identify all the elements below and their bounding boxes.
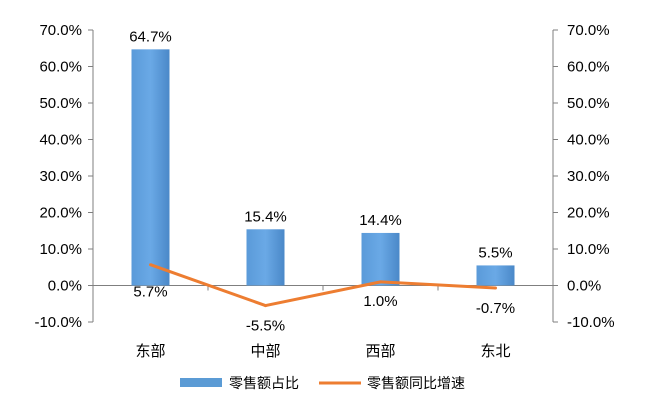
- line-point: [264, 304, 267, 308]
- line-point: [149, 263, 152, 267]
- x-tick-label: 东部: [135, 342, 165, 360]
- y2-tick-label-right: 0.0%: [567, 278, 601, 295]
- y2-tick-label-right: 70.0%: [567, 22, 610, 39]
- legend-swatch-bar: [180, 378, 222, 387]
- bar-data-label: 14.4%: [359, 212, 402, 229]
- bar-data-label: 5.5%: [478, 244, 512, 261]
- line-data-label: -0.7%: [476, 300, 515, 317]
- y-tick-label-left: 0.0%: [48, 278, 82, 295]
- bar: [361, 232, 400, 286]
- y2-tick-label-right: 20.0%: [567, 205, 610, 222]
- y2-tick-label-right: 50.0%: [567, 95, 610, 112]
- y-tick-label-left: 50.0%: [39, 95, 82, 112]
- bar-series: [131, 49, 515, 286]
- y-tick-label-left: 30.0%: [39, 168, 82, 185]
- bar-data-label: 64.7%: [129, 28, 172, 45]
- y2-tick-label-right: 60.0%: [567, 59, 610, 76]
- bar: [246, 229, 285, 286]
- line-data-label: 5.7%: [133, 284, 167, 301]
- bar-data-label: 15.4%: [244, 208, 287, 225]
- y-tick-label-left: 10.0%: [39, 241, 82, 258]
- bar: [476, 265, 515, 286]
- growth-line: [149, 263, 496, 308]
- line-point: [494, 286, 497, 290]
- line-data-label: 1.0%: [363, 293, 397, 310]
- bar: [131, 49, 170, 286]
- y-tick-label-left: 20.0%: [39, 205, 82, 222]
- legend-label-line: 零售额同比增速: [367, 376, 465, 392]
- y-tick-label-left: 70.0%: [39, 22, 82, 39]
- y2-tick-label-right: 30.0%: [567, 168, 610, 185]
- line-point: [379, 280, 382, 284]
- y-tick-label-left: -10.0%: [34, 314, 82, 331]
- data-labels: 64.7% 15.4% 14.4% 5.5% 5.7% -5.5% 1.0% -0.7%: [129, 28, 515, 334]
- y2-tick-label-right: 10.0%: [567, 241, 610, 258]
- legend-label-bar: 零售额占比: [229, 376, 299, 392]
- y2-tick-label-right: 40.0%: [567, 132, 610, 149]
- x-tick-label: 东北: [480, 342, 510, 360]
- x-tick-label: 中部: [250, 342, 280, 360]
- legend: 零售额占比 零售额同比增速: [180, 376, 465, 392]
- x-tick-label: 西部: [365, 342, 395, 360]
- y2-tick-label-right: -10.0%: [567, 314, 615, 331]
- line-data-label: -5.5%: [246, 318, 285, 335]
- y-tick-label-left: 40.0%: [39, 132, 82, 149]
- y-tick-label-left: 60.0%: [39, 59, 82, 76]
- line-series: [149, 263, 497, 308]
- axes: -10.0% -10.0% 0.0% 0.0% 10.0% 10.0% 20.0% 20.0%…: [34, 22, 614, 360]
